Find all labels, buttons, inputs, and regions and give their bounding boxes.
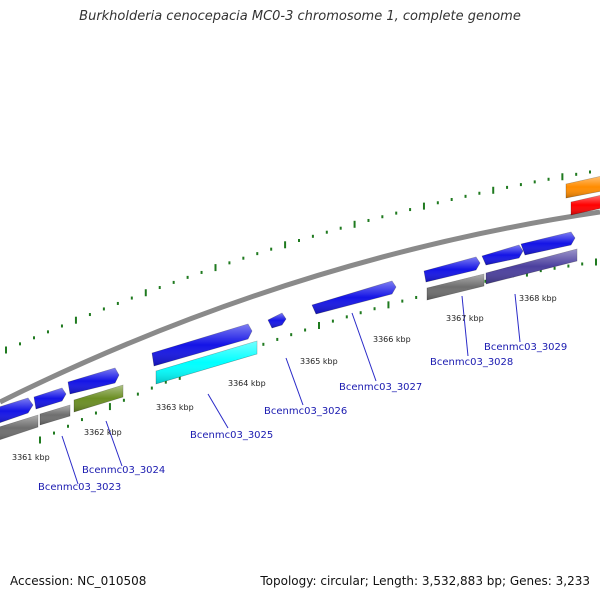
position-label: 3367 kbp bbox=[446, 314, 484, 323]
leader-line bbox=[351, 312, 377, 382]
feature-shading bbox=[74, 385, 123, 412]
feature-shading bbox=[312, 281, 396, 314]
gene-label: Bcenmc03_3028 bbox=[430, 357, 513, 368]
position-label: 3363 kbp bbox=[156, 403, 194, 412]
label-leader-lines bbox=[61, 293, 521, 485]
feature-shading bbox=[521, 232, 575, 255]
leader-line bbox=[61, 435, 79, 485]
accession-text: Accession: NC_010508 bbox=[10, 574, 147, 588]
feature-shading bbox=[0, 415, 38, 440]
feature-shading bbox=[486, 249, 577, 284]
feature-shading bbox=[0, 398, 33, 423]
position-label: 3365 kbp bbox=[300, 357, 338, 366]
feature-shading bbox=[40, 405, 70, 425]
outer-tick-ring bbox=[5, 170, 591, 354]
feature-shading bbox=[34, 388, 66, 409]
leader-line bbox=[514, 293, 521, 343]
position-label: 3366 kbp bbox=[373, 335, 411, 344]
gene-label: Bcenmc03_3027 bbox=[339, 382, 422, 393]
gene-label: Bcenmc03_3026 bbox=[264, 406, 347, 417]
map-title: Burkholderia cenocepacia MC0-3 chromosom… bbox=[79, 9, 521, 24]
feature-shading bbox=[424, 257, 480, 282]
chromosome-backbone bbox=[0, 209, 600, 405]
genome-summary-text: Topology: circular; Length: 3,532,883 bp… bbox=[260, 574, 590, 588]
leader-line bbox=[285, 357, 304, 406]
leader-line bbox=[105, 420, 123, 467]
feature-shading bbox=[68, 368, 119, 394]
feature-shading bbox=[482, 245, 523, 265]
position-label: 3368 kbp bbox=[519, 294, 557, 303]
feature-shading bbox=[571, 195, 600, 215]
position-label: 3364 kbp bbox=[228, 379, 266, 388]
gene-label: Bcenmc03_3029 bbox=[484, 342, 567, 353]
feature-tracks bbox=[0, 176, 600, 440]
feature-shading bbox=[566, 176, 600, 198]
position-label: 3362 kbp bbox=[84, 428, 122, 437]
feature-shading bbox=[156, 341, 257, 384]
feature-shading bbox=[427, 274, 484, 300]
gene-label: Bcenmc03_3023 bbox=[38, 482, 121, 493]
leader-line bbox=[461, 295, 469, 357]
position-labels: 3361 kbp 3362 kbp 3363 kbp 3364 kbp 3365 kbp… bbox=[12, 294, 557, 462]
feature-shading bbox=[268, 313, 286, 328]
gene-labels: Bcenmc03_3023 Bcenmc03_3024 Bcenmc03_3025 B… bbox=[38, 342, 567, 493]
feature-shading bbox=[152, 324, 252, 366]
position-label: 3361 kbp bbox=[12, 453, 50, 462]
gene-label: Bcenmc03_3025 bbox=[190, 430, 273, 441]
gene-label: Bcenmc03_3024 bbox=[82, 465, 165, 476]
leader-line bbox=[207, 393, 229, 429]
